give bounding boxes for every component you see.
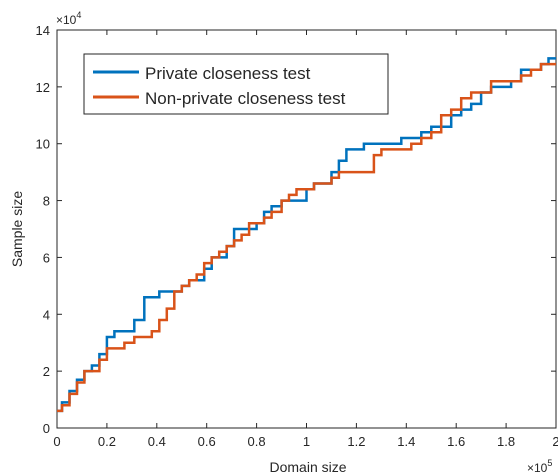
y-tick-label: 6 bbox=[43, 250, 50, 265]
x-tick-label: 0.4 bbox=[148, 434, 166, 449]
x-tick-label: 1.8 bbox=[497, 434, 515, 449]
x-tick-label: 0.8 bbox=[248, 434, 266, 449]
x-tick-label: 0 bbox=[53, 434, 60, 449]
x-tick-label: 1.4 bbox=[397, 434, 415, 449]
legend-box bbox=[83, 53, 389, 115]
y-tick-label: 14 bbox=[36, 23, 50, 38]
y-multiplier-exponent: 4 bbox=[76, 10, 81, 20]
x-tick-label: 0.2 bbox=[98, 434, 116, 449]
legend-label-non-private: Non-private closeness test bbox=[145, 89, 346, 108]
y-tick-label: 2 bbox=[43, 364, 50, 379]
x-axis-label: Domain size bbox=[269, 459, 346, 475]
y-multiplier: ×104 bbox=[56, 10, 81, 27]
x-tick-label: 1.2 bbox=[347, 434, 365, 449]
x-multiplier: ×105 bbox=[527, 458, 552, 475]
x-tick-label: 0.6 bbox=[198, 434, 216, 449]
axis-ticks: 0 0.2 0.4 0.6 0.8 1 1.2 1.4 1.6 1.8 2 0 2 4 6 8 10 12 14 bbox=[36, 23, 558, 449]
x-multiplier-exponent: 5 bbox=[547, 458, 552, 468]
legend: Private closeness test Non-private close… bbox=[83, 53, 389, 115]
series-lines bbox=[57, 57, 556, 413]
y-tick-label: 4 bbox=[43, 307, 50, 322]
legend-label-private: Private closeness test bbox=[145, 64, 311, 83]
x-tick-label: 2 bbox=[552, 434, 558, 449]
y-tick-label: 8 bbox=[43, 194, 50, 209]
x-multiplier-base: ×10 bbox=[527, 461, 548, 475]
x-tick-label: 1.6 bbox=[447, 434, 465, 449]
y-multiplier-base: ×10 bbox=[56, 13, 77, 27]
x-tick-label: 1 bbox=[303, 434, 310, 449]
y-tick-label: 10 bbox=[36, 137, 50, 152]
y-axis-label: Sample size bbox=[9, 191, 25, 267]
series-line-non-private bbox=[57, 62, 556, 413]
y-tick-label: 12 bbox=[36, 80, 50, 95]
y-tick-label: 0 bbox=[43, 421, 50, 436]
